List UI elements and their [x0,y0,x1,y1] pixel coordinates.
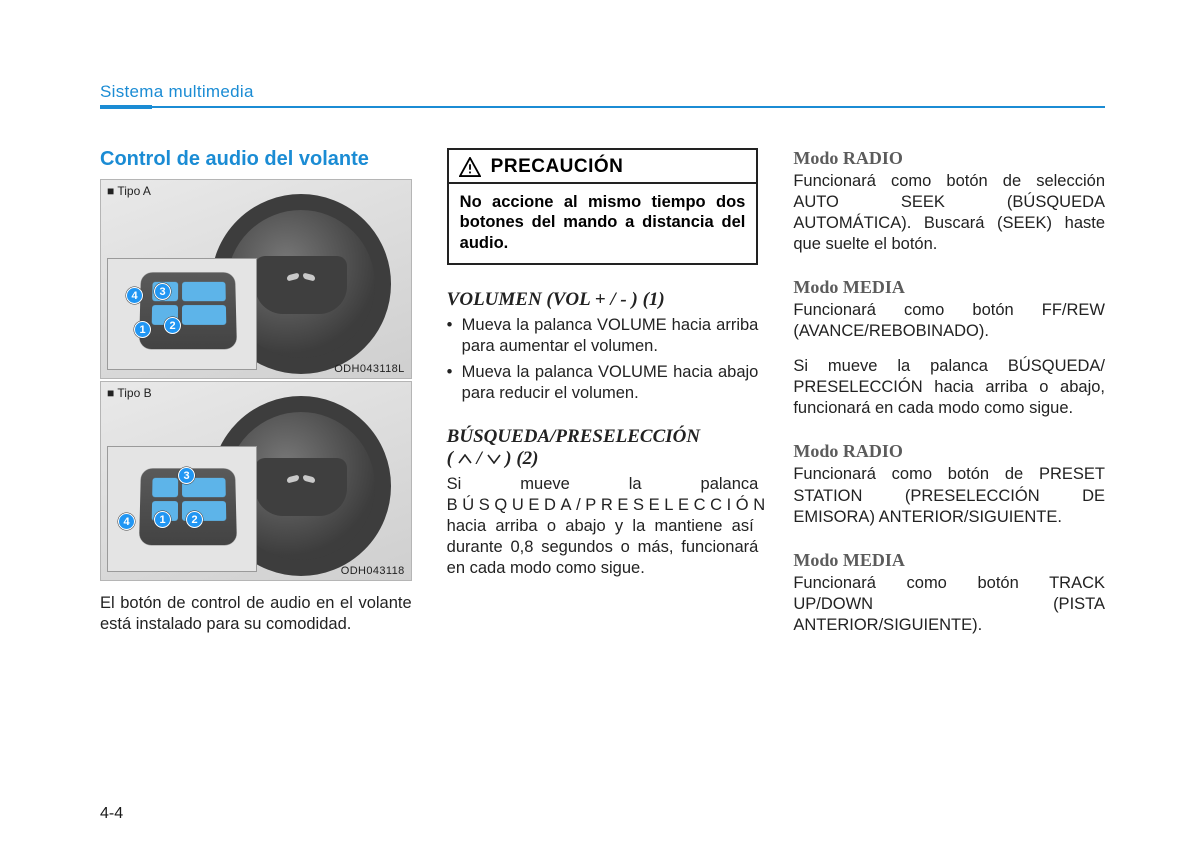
caution-title: PRECAUCIÓN [491,156,624,178]
mode-radio-heading-2: Modo RADIO [793,441,1105,462]
figure-caption: El botón de control de audio en el volan… [100,593,412,635]
volume-bullet-down: Mueva la palanca VOLUME hacia abajo para… [447,362,759,404]
figure-steering-wheel-type-b: ■ Tipo B 3 4 1 2 ODH043118 [100,381,412,581]
column-2: PRECAUCIÓN No accione al mismo tiempo do… [447,148,759,637]
seek-para-post: hacia arriba o abajo y la mantiene así d… [447,517,759,577]
figure-code-b: ODH043118 [341,565,405,577]
volume-bullets: Mueva la palanca VOLUME hacia arriba par… [447,315,759,403]
page-number: 4-4 [100,805,123,823]
caution-body: No accione al mismo tiempo dos botones d… [449,184,757,264]
volume-bullet-up: Mueva la palanca VOLUME hacia arriba par… [447,315,759,357]
section-title: Control de audio del volante [100,148,412,171]
mode-media-text-1: Funcionará como botón FF/REW (AVANCE/REB… [793,300,1105,342]
mode-media-heading-1: Modo MEDIA [793,277,1105,298]
callout-number-1: 1 [154,511,171,528]
callout-number-4: 4 [118,513,135,530]
chevron-down-icon [487,454,501,464]
figure-label-a: ■ Tipo A [107,184,151,198]
chevron-up-icon [458,454,472,464]
callout-number-3: 3 [154,283,171,300]
mode-radio-text-1: Funcionará como botón de selección AUTO … [793,171,1105,255]
controls-callout-a: 4 3 1 2 [107,258,257,370]
header-divider [100,106,1105,108]
controls-callout-b: 3 4 1 2 [107,446,257,572]
figure-code-a: ODH043118L [334,363,404,375]
warning-icon [459,157,481,177]
chapter-title: Sistema multimedia [100,82,1105,102]
callout-number-2: 2 [186,511,203,528]
callout-number-4: 4 [126,287,143,304]
seek-paragraph: Si mueve la palanca BÚSQUEDA/PRESELECCIÓ… [447,474,759,580]
content-columns: Control de audio del volante ■ Tipo A 4 … [100,148,1105,637]
column-1: Control de audio del volante ■ Tipo A 4 … [100,148,412,637]
figure-label-b: ■ Tipo B [107,386,152,400]
callout-number-3: 3 [178,467,195,484]
caution-box: PRECAUCIÓN No accione al mismo tiempo do… [447,148,759,266]
column-3: Modo RADIO Funcionará como botón de sele… [793,148,1105,637]
seek-heading-line1: BÚSQUEDA/PRESELECCIÓN [447,426,759,448]
mode-media-heading-2: Modo MEDIA [793,550,1105,571]
figure-steering-wheel-type-a: ■ Tipo A 4 3 1 2 ODH043118L [100,179,412,379]
manual-page: Sistema multimedia Control de audio del … [0,0,1200,686]
callout-number-2: 2 [164,317,181,334]
seek-bridge-text: Si mueve la palanca BÚSQUEDA/ PRESELECCI… [793,356,1105,419]
mode-media-text-2: Funcionará como botón TRACK UP/DOWN (PIS… [793,573,1105,636]
seek-heading-line2: ( / ) (2) [447,448,759,470]
volume-heading: VOLUMEN (VOL + / - ) (1) [447,289,759,311]
seek-para-pre: Si mueve la palanca [447,475,759,493]
mode-radio-text-2: Funcionará como botón de PRESET STATION … [793,464,1105,527]
mode-radio-heading-1: Modo RADIO [793,148,1105,169]
seek-para-spaced: BÚSQUEDA/PRESELECCIÓN [447,496,770,514]
callout-number-1: 1 [134,321,151,338]
caution-header: PRECAUCIÓN [449,150,757,184]
